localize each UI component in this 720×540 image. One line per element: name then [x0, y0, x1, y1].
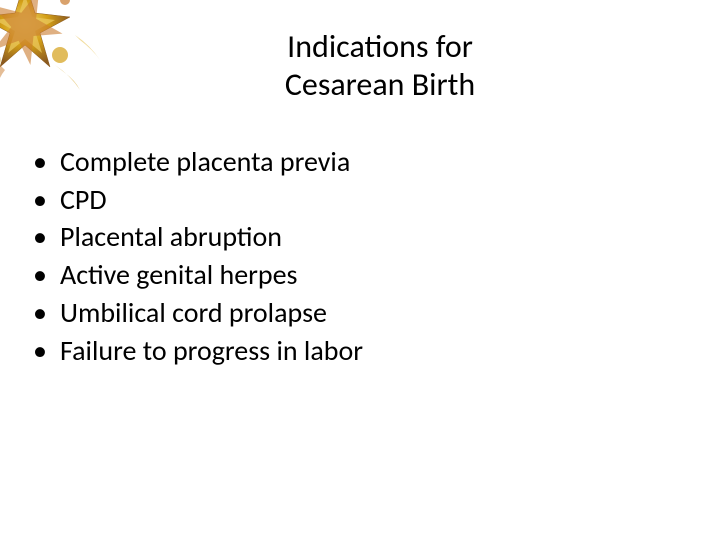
bullet-text: Active genital herpes: [60, 256, 720, 294]
bullet-text: Failure to progress in labor: [60, 332, 720, 370]
list-item: • CPD: [20, 181, 720, 219]
list-item: • Complete placenta previa: [20, 143, 720, 181]
list-item: • Umbilical cord prolapse: [20, 294, 720, 332]
bullet-text: Complete placenta previa: [60, 143, 720, 181]
title-line-1: Indications for: [287, 27, 473, 66]
list-item: • Failure to progress in labor: [20, 332, 720, 370]
list-item: • Placental abruption: [20, 218, 720, 256]
bullet-marker: •: [20, 332, 60, 370]
bullet-text: Umbilical cord prolapse: [60, 294, 720, 332]
title-line-2: Cesarean Birth: [285, 65, 475, 104]
bullet-text: CPD: [60, 181, 720, 219]
bullet-marker: •: [20, 143, 60, 181]
bullet-marker: •: [20, 218, 60, 256]
slide-title: Indications for Cesarean Birth: [100, 0, 660, 105]
bullet-marker: •: [20, 294, 60, 332]
bullet-marker: •: [20, 256, 60, 294]
bullet-text: Placental abruption: [60, 218, 720, 256]
bullet-marker: •: [20, 181, 60, 219]
list-item: • Active genital herpes: [20, 256, 720, 294]
bullet-list: • Complete placenta previa • CPD • Place…: [20, 143, 720, 370]
